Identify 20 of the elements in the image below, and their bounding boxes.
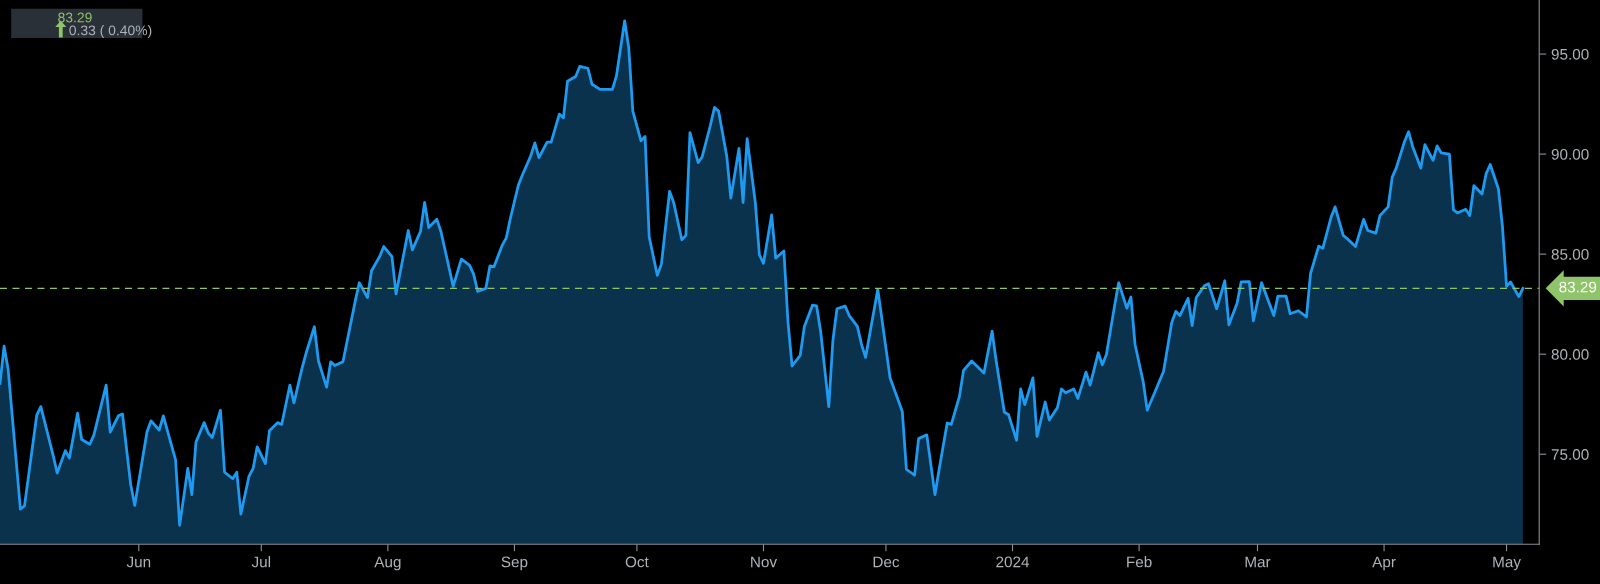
x-tick-label: Mar [1245, 556, 1271, 568]
x-tick-label: Dec [873, 556, 900, 568]
annotation: 0.33 ( 0.40%) [69, 25, 152, 38]
x-tick-label: Apr [1372, 556, 1396, 571]
x-tick-label: Feb [1127, 556, 1152, 568]
x-tick-label: May [1493, 556, 1521, 571]
x-tick-label: Sep [501, 556, 528, 571]
x-tick-label: 2024 [996, 556, 1030, 568]
x-tick-label: Nov [751, 556, 778, 568]
x-tick-label: Aug [374, 556, 401, 571]
y-tick-label: 95.00 [1551, 48, 1589, 60]
x-tick-label: Jul [251, 556, 271, 568]
x-tick-label: Oct [625, 556, 649, 568]
x-tick-label: Jun [126, 556, 151, 568]
annotation: 83.29 [58, 12, 92, 23]
y-tick-label: 75.00 [1551, 449, 1589, 460]
y-tick-label: 90.00 [1551, 148, 1589, 160]
y-tick-label: 80.00 [1551, 349, 1589, 360]
y-tick-label: 85.00 [1551, 249, 1589, 260]
ref-line-label: 83.29 [1559, 281, 1597, 293]
